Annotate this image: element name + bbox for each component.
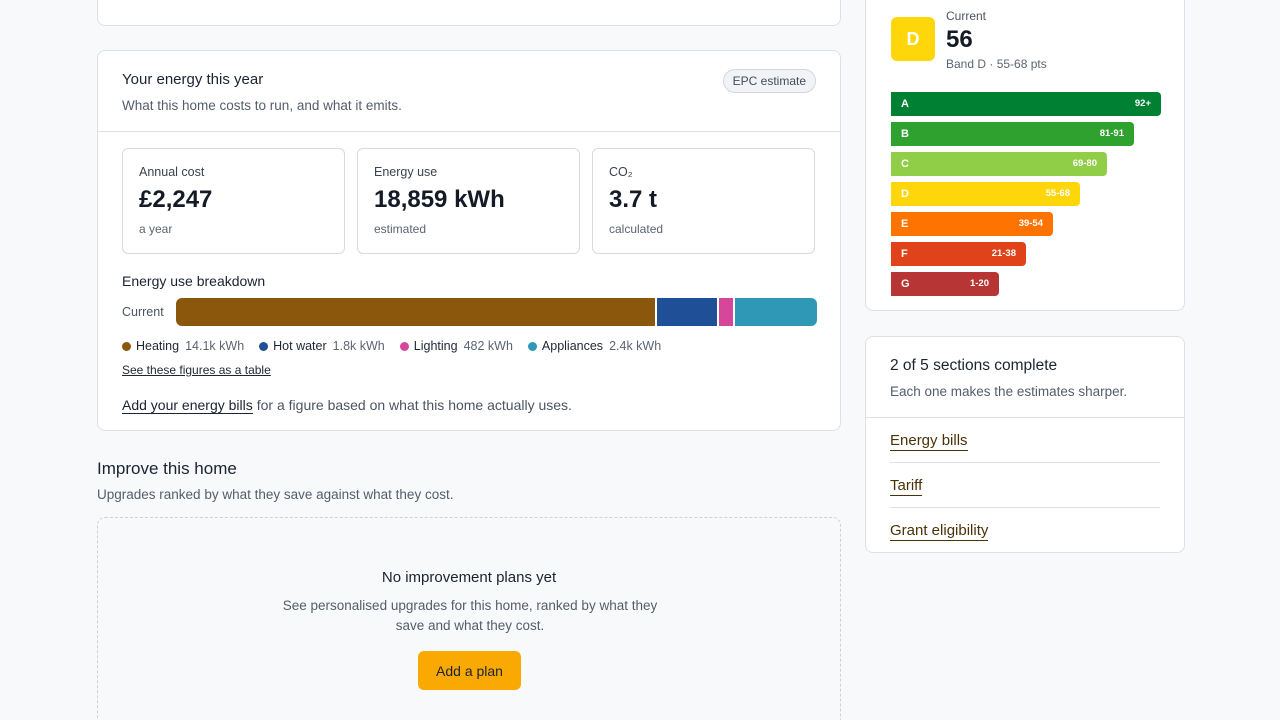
rating-letter: F: [901, 248, 908, 260]
divider: [98, 131, 840, 132]
stat-value: 18,859 kWh: [374, 186, 505, 213]
rating-letter: D: [901, 188, 909, 200]
legend-dot: [527, 341, 537, 351]
legend-item: Appliances 2.4k kWh: [527, 339, 662, 353]
rating-band-f: F 21-38: [891, 242, 1026, 266]
divider: [890, 462, 1160, 463]
legend-amount: 2.4k kWh: [609, 339, 662, 353]
improve-subtitle: Upgrades ranked by what they save agains…: [97, 487, 454, 502]
energy-bills-link[interactable]: Energy bills: [890, 432, 968, 451]
improve-title: Improve this home: [97, 459, 237, 478]
energy-use-stat: Energy use 18,859 kWh estimated: [357, 148, 580, 254]
energy-card: Your energy this year What this home cos…: [97, 50, 841, 431]
band-text: Band D · 55-68 pts: [946, 57, 1047, 71]
legend-item: Hot water 1.8k kWh: [259, 339, 385, 353]
rating-letter: A: [901, 98, 909, 110]
add-plan-button[interactable]: Add a plan: [418, 651, 521, 690]
legend-item: Heating 14.1k kWh: [122, 339, 244, 353]
rating-letter: E: [901, 218, 909, 230]
rating-range: 39-54: [1018, 218, 1043, 229]
rating-band-e: E 39-54: [891, 212, 1053, 236]
divider: [890, 507, 1160, 508]
current-label: Current: [946, 9, 987, 23]
breakdown-row-label: Current: [122, 305, 164, 319]
stat-label: CO₂: [609, 165, 633, 179]
empty-text: See personalised upgrades for this home,…: [282, 598, 658, 633]
bills-text: for a figure based on what this home act…: [256, 397, 572, 413]
rating-letter: C: [901, 158, 909, 170]
stat-value: 3.7 t: [609, 186, 658, 213]
legend-name: Appliances: [541, 339, 604, 353]
epc-letter-badge: D: [891, 17, 935, 61]
legend-name: Hot water: [273, 339, 327, 353]
legend-name: Heating: [136, 339, 180, 353]
breakdown-legend: Heating 14.1k kWh Hot water 1.8k kWh Lightin…: [122, 339, 676, 353]
stat-note: estimated: [374, 222, 427, 236]
see-table-link[interactable]: See these figures as a table: [122, 363, 271, 377]
rating-range: 92+: [1134, 98, 1151, 109]
rating-range: 21-38: [991, 248, 1016, 259]
epc-score: 56: [946, 26, 973, 53]
stat-note: calculated: [609, 222, 664, 236]
rating-range: 1-20: [969, 278, 989, 289]
rating-range: 55-68: [1045, 188, 1070, 199]
bills-line: Add your energy bills for a figure based …: [122, 397, 572, 414]
rating-band-d: D 55-68: [891, 182, 1080, 206]
rating-range: 81-91: [1099, 128, 1124, 139]
legend-dot: [399, 341, 409, 351]
progress-subtitle: Each one makes the estimates sharper.: [890, 384, 1128, 399]
previous-card: [97, 0, 841, 26]
rating-band-b: B 81-91: [891, 122, 1134, 146]
sections-progress-card: 2 of 5 sections complete Each one makes …: [865, 336, 1185, 553]
breakdown-title: Energy use breakdown: [122, 273, 266, 289]
legend-dot: [122, 341, 131, 351]
rating-letter: B: [901, 128, 909, 140]
empty-plans-panel: No improvement plans yet See personalise…: [97, 517, 841, 720]
grant-eligibility-link[interactable]: Grant eligibility: [890, 522, 989, 541]
rating-range: 69-80: [1072, 158, 1097, 169]
energy-subtitle: What this home costs to run, and what it…: [122, 98, 402, 113]
legend-item: Lighting 482 kWh: [399, 339, 513, 353]
legend-amount: 1.8k kWh: [332, 339, 385, 353]
legend-dot: [259, 341, 269, 351]
legend-amount: 482 kWh: [463, 339, 513, 353]
epc-rating-card: D Current 56 Band D · 55-68 pts A 92+ B 81-…: [865, 0, 1185, 311]
rating-letter: G: [901, 278, 910, 290]
progress-title: 2 of 5 sections complete: [890, 357, 1058, 374]
legend-name: Lighting: [413, 339, 458, 353]
breakdown-segment-heating: [176, 298, 658, 326]
breakdown-bar: [176, 298, 817, 326]
stat-label: Annual cost: [139, 165, 205, 179]
stat-note: a year: [139, 222, 173, 236]
rating-band-g: G 1-20: [891, 272, 999, 296]
add-energy-bills-link[interactable]: Add your energy bills: [122, 397, 253, 414]
breakdown-segment-hot-water: [657, 298, 719, 326]
rating-band-c: C 69-80: [891, 152, 1107, 176]
legend-amount: 14.1k kWh: [185, 339, 245, 353]
epc-estimate-badge: EPC estimate: [722, 69, 816, 93]
empty-title: No improvement plans yet: [381, 569, 557, 586]
annual-cost-stat: Annual cost £2,247 a year: [122, 148, 345, 254]
energy-title: Your energy this year: [122, 71, 264, 88]
breakdown-segment-appliances: [735, 298, 817, 326]
stat-label: Energy use: [374, 165, 438, 179]
divider: [866, 417, 1184, 418]
stat-value: £2,247: [139, 186, 213, 213]
co2-stat: CO₂ 3.7 t calculated: [592, 148, 815, 254]
tariff-link[interactable]: Tariff: [890, 477, 923, 496]
rating-band-a: A 92+: [891, 92, 1161, 116]
breakdown-segment-lighting: [718, 298, 736, 326]
